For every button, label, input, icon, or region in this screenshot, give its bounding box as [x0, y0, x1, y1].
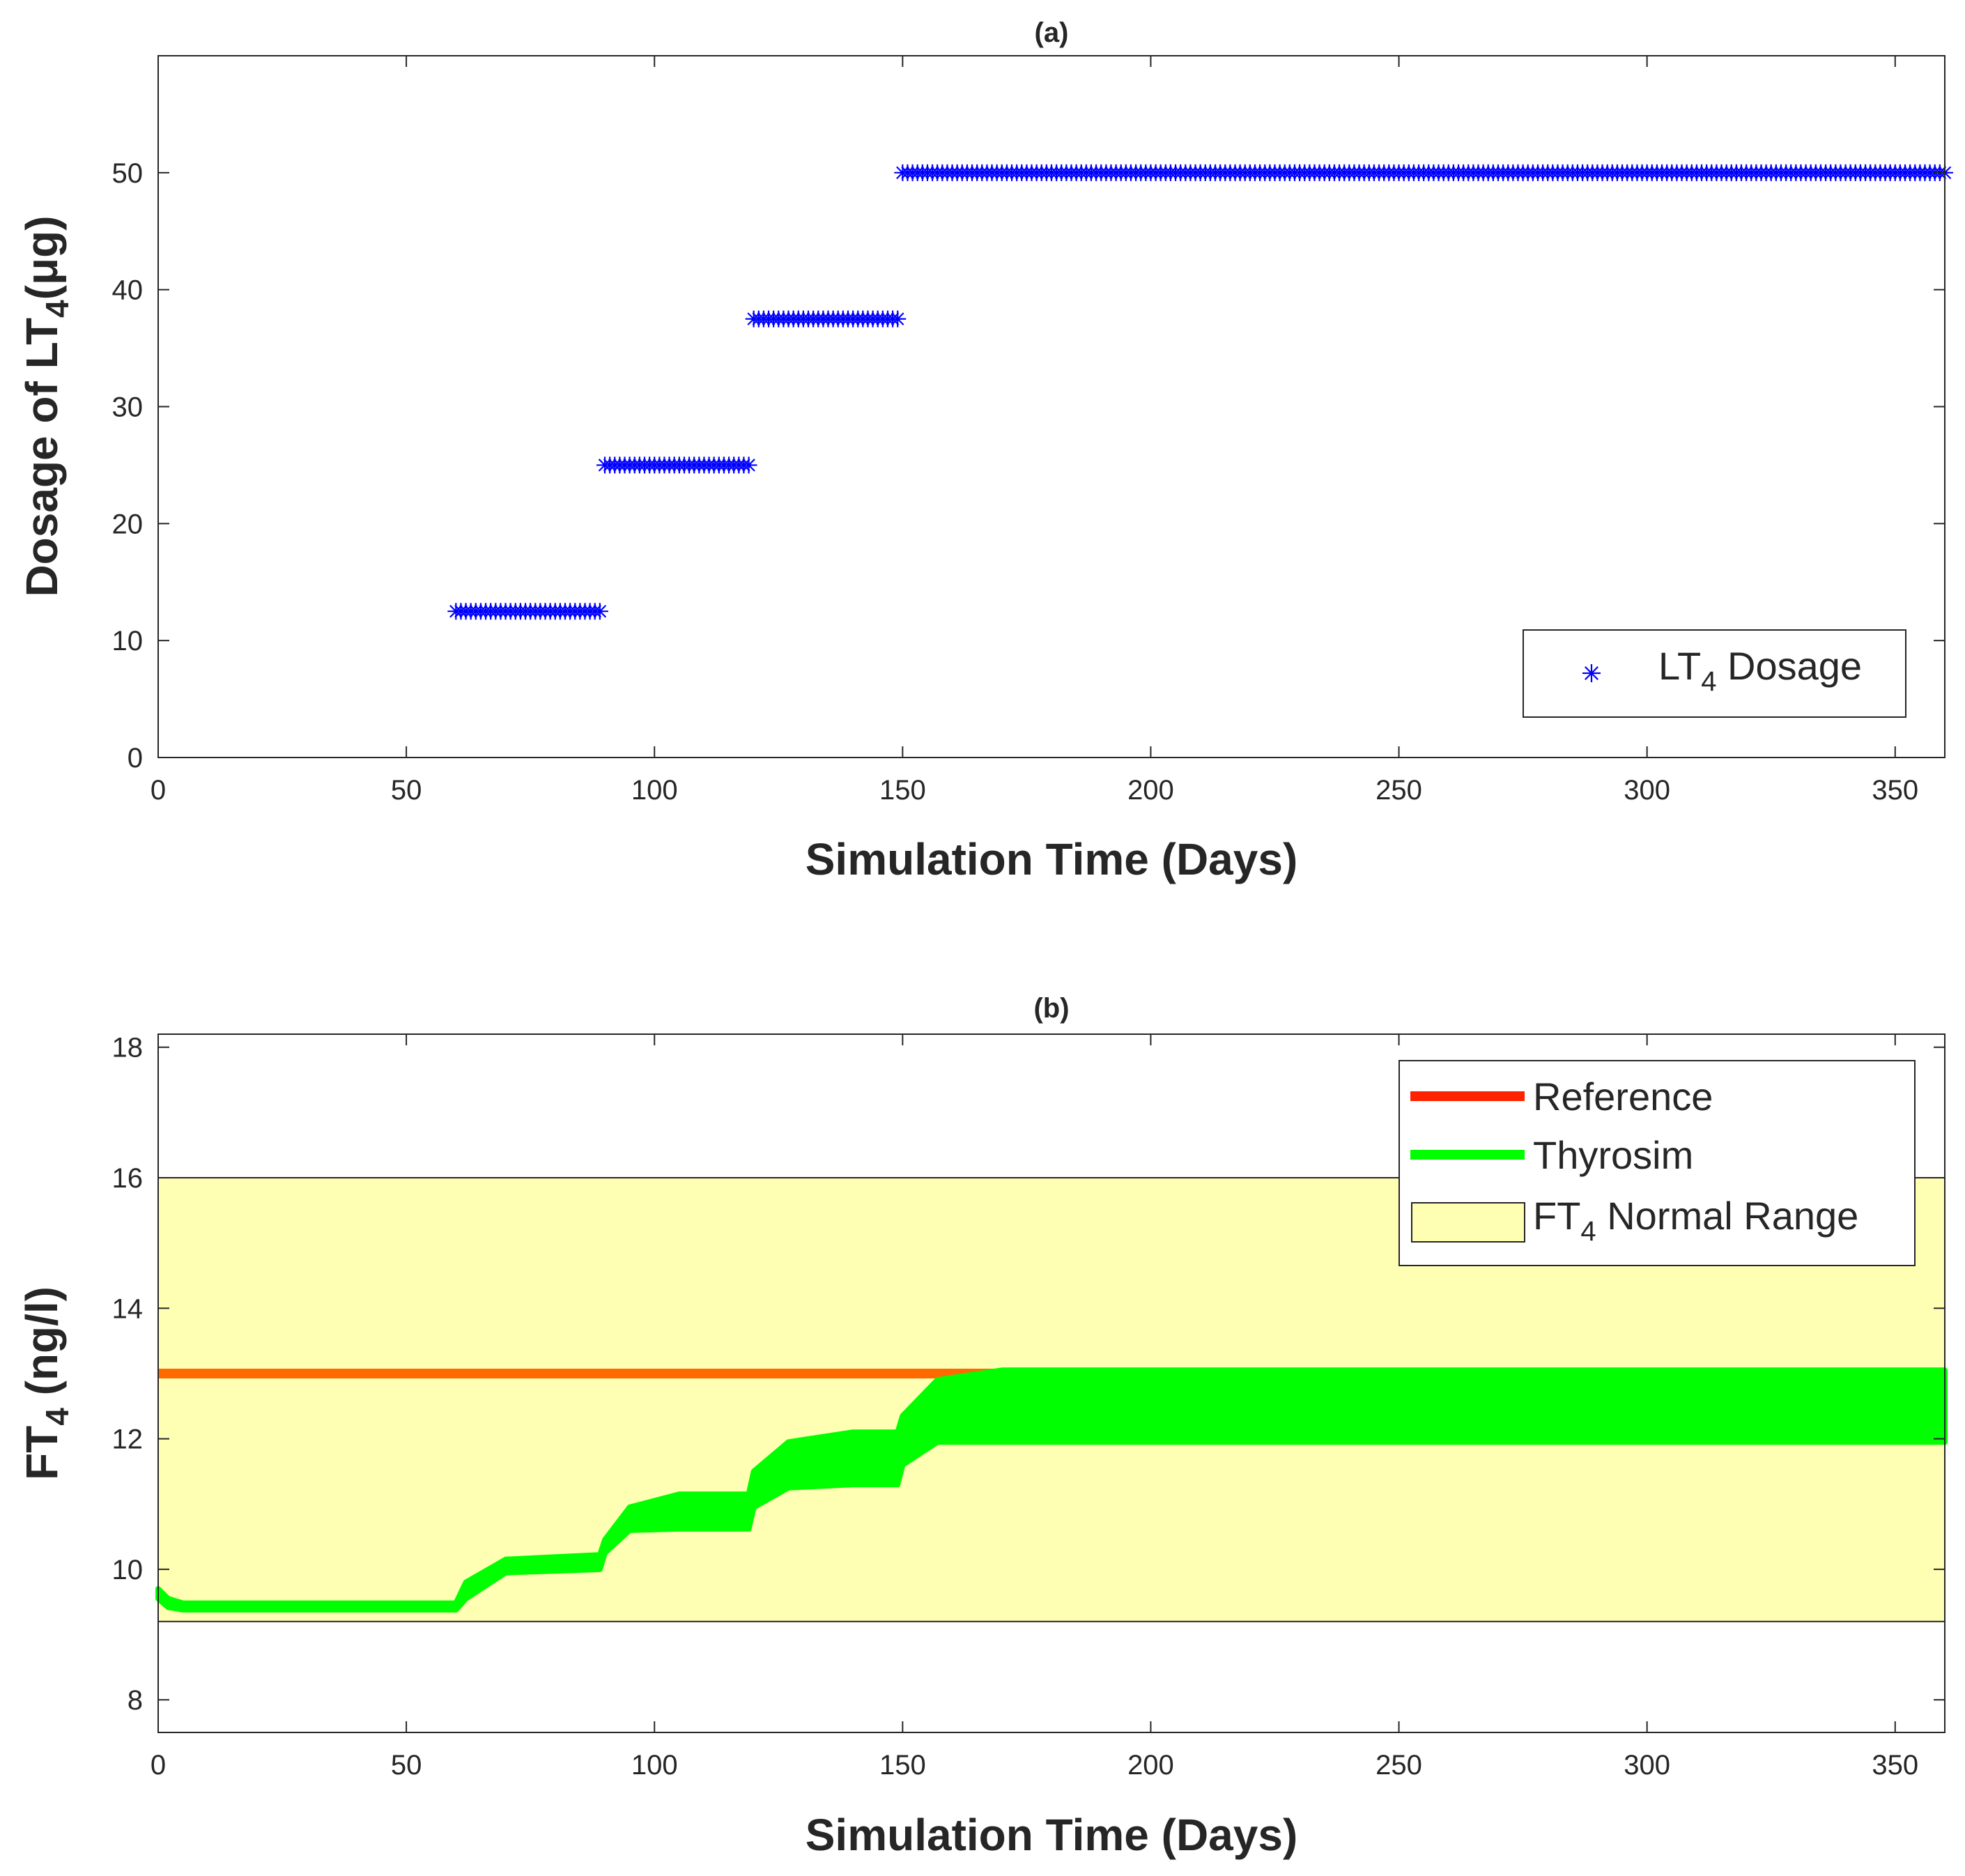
dosage-segment-2 [596, 456, 757, 474]
y-tick-label: 0 [128, 743, 143, 774]
dosage-point [591, 603, 608, 620]
panel-b-axes-box [157, 1033, 1945, 1733]
panel-a-plot-area [447, 164, 1953, 620]
x-tick-label: 350 [1872, 1750, 1918, 1781]
legend-asterisk-marker [1582, 664, 1601, 682]
x-tick-label: 150 [879, 1750, 926, 1781]
x-tick-label: 300 [1624, 775, 1670, 806]
panel-b-x-axis-label: Simulation Time (Days) [806, 1810, 1298, 1860]
y-tick-label: 8 [128, 1685, 143, 1716]
panel-b: (b) 0 50 100 150 200 250 300 350 8 10 12 14 16 18 Si… [17, 993, 1948, 1860]
panel-a: (a) 0 50 100 150 200 250 300 350 0 10 20 30 40 50 Si… [17, 17, 1953, 884]
dosage-point-glyph [740, 456, 757, 474]
panel-a-y-axis-label: Dosage of LT4(μg) [17, 215, 75, 597]
panel-a-legend: LT4 Dosage [1523, 629, 1906, 718]
dosage-point-glyph [591, 603, 608, 620]
x-tick-label: 150 [879, 775, 926, 806]
panel-b-legend: Reference Thyrosim FT4 Normal Range [1398, 1060, 1916, 1266]
x-tick-label: 50 [391, 775, 422, 806]
dosage-point [889, 310, 907, 328]
dosage-segment-4 [894, 164, 1953, 181]
x-tick-label: 100 [631, 775, 678, 806]
panel-a-y-ticks: 0 10 20 30 40 50 [112, 158, 1945, 774]
x-tick-label: 200 [1127, 775, 1174, 806]
y-tick-label: 30 [112, 392, 144, 423]
y-tick-label: 14 [112, 1293, 144, 1324]
y-tick-label: 18 [112, 1033, 144, 1063]
panel-b-title: (b) [1033, 993, 1069, 1024]
legend-asterisk-glyph [1582, 664, 1601, 682]
x-tick-label: 250 [1376, 1750, 1422, 1781]
y-tick-label: 40 [112, 275, 144, 306]
legend-patch-normal-range [1411, 1202, 1525, 1243]
dosage-segment-1 [447, 603, 608, 620]
dosage-point [740, 456, 757, 474]
legend-label-lt4-dosage: LT4 Dosage [1658, 644, 1862, 697]
legend-label-thyrosim: Thyrosim [1533, 1133, 1693, 1177]
y-tick-label: 16 [112, 1163, 144, 1194]
panel-b-x-ticks: 0 50 100 150 200 250 300 350 [151, 1034, 1918, 1781]
x-tick-label: 350 [1872, 775, 1918, 806]
y-tick-label: 10 [112, 1555, 144, 1585]
legend-label-normal-range: FT4 Normal Range [1533, 1194, 1858, 1247]
legend-label-reference: Reference [1533, 1075, 1713, 1118]
panel-b-y-ticks: 8 10 12 14 16 18 [112, 1033, 1945, 1716]
panel-a-title: (a) [1035, 17, 1069, 48]
x-tick-label: 100 [631, 1750, 678, 1781]
legend-asterisk [1582, 664, 1601, 682]
panel-b-y-axis-label: FT4 (ng/l) [17, 1286, 75, 1480]
x-tick-label: 200 [1127, 1750, 1174, 1781]
dosage-point-glyph [889, 310, 907, 328]
x-tick-label: 50 [391, 1750, 422, 1781]
x-tick-label: 300 [1624, 1750, 1670, 1781]
x-tick-label: 0 [151, 1750, 166, 1781]
y-tick-label: 20 [112, 509, 144, 539]
y-tick-label: 50 [112, 158, 144, 189]
x-tick-label: 250 [1376, 775, 1422, 806]
x-tick-label: 0 [151, 775, 166, 806]
y-tick-label: 10 [112, 626, 144, 656]
y-tick-label: 12 [112, 1424, 144, 1455]
dosage-segment-3 [745, 310, 907, 328]
panel-a-x-axis-label: Simulation Time (Days) [806, 834, 1298, 884]
panel-a-x-ticks: 0 50 100 150 200 250 300 350 [151, 56, 1918, 806]
